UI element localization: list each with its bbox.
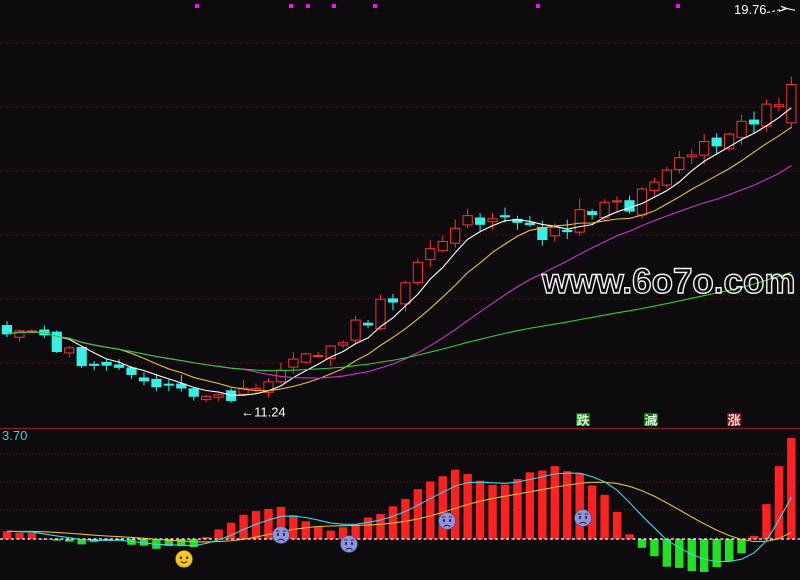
svg-text:3.70: 3.70 [2,428,27,443]
svg-text:←11.24: ←11.24 [241,405,286,420]
svg-text:19.76: 19.76 [734,2,767,17]
svg-text:www.6o7o.com: www.6o7o.com [541,262,795,301]
